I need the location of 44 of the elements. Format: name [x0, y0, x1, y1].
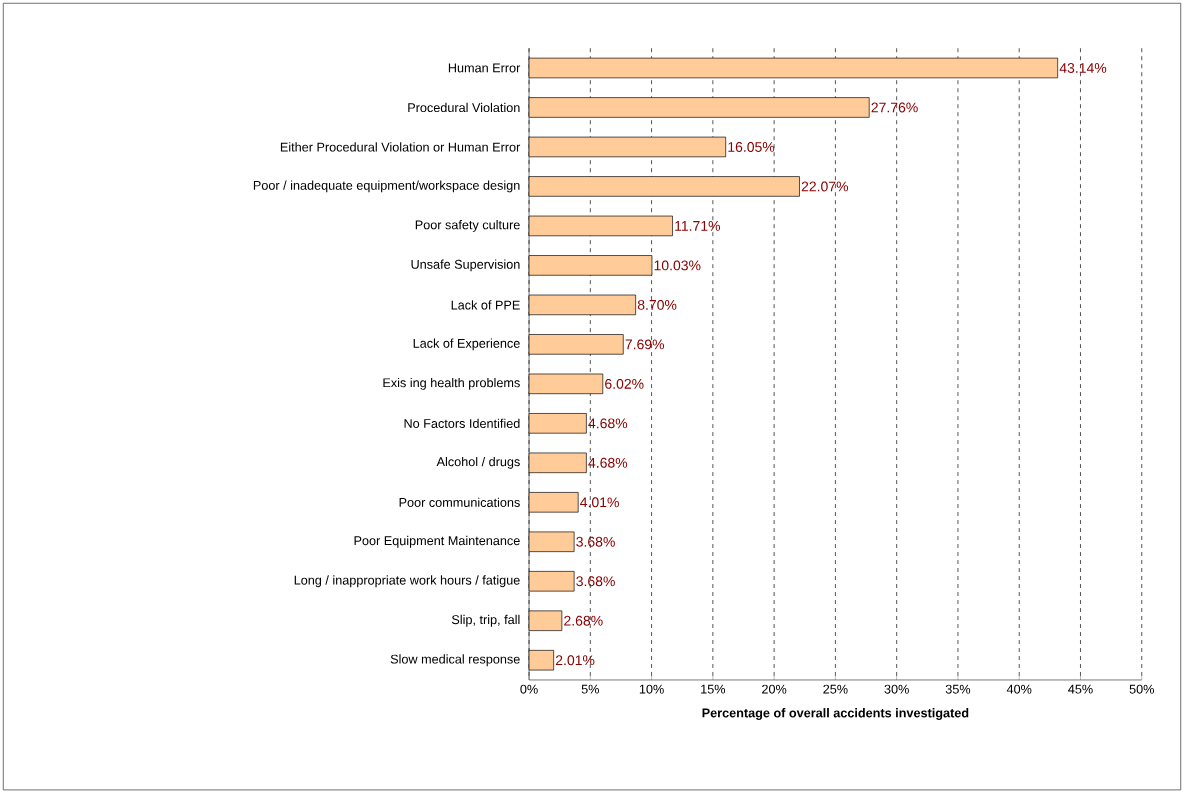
x-axis-title: Percentage of overall accidents investigated	[702, 708, 969, 720]
x-tick-label: 5%	[581, 684, 599, 694]
x-tick-label: 50%	[1129, 684, 1154, 694]
y-tick-label: Exis ing health problems	[383, 377, 520, 390]
y-tick-label: Lack of Experience	[413, 338, 520, 351]
data-label: 2.68%	[564, 615, 603, 626]
data-label: 10.03%	[654, 260, 701, 271]
x-tick-label: 10%	[639, 684, 664, 694]
x-tick-label: 20%	[762, 684, 787, 694]
x-tick-label: 35%	[945, 684, 971, 694]
data-label: 3.68%	[576, 576, 615, 587]
y-tick-label: Long / inappropriate work hours / fatigue	[294, 575, 520, 588]
x-tick-label: 25%	[823, 684, 848, 694]
x-tick-label: 0%	[520, 684, 538, 694]
y-tick-label: Poor Equipment Maintenance	[354, 535, 520, 548]
x-tick-label: 15%	[701, 684, 726, 694]
y-tick-label: Poor safety culture	[415, 219, 520, 232]
data-label: 2.01%	[555, 655, 595, 666]
x-tick-label: 30%	[884, 684, 909, 694]
data-label: 16.05%	[728, 141, 775, 152]
data-label: 3.68%	[576, 536, 615, 547]
y-tick-label: Slow medical response	[390, 654, 520, 667]
data-label: 4.68%	[588, 418, 628, 429]
y-tick-label: Procedural Violation	[408, 102, 520, 113]
y-tick-label: Either Procedural Violation or Human Error	[280, 142, 521, 152]
y-tick-label: Poor communications	[399, 497, 520, 507]
data-label: 22.07%	[801, 181, 849, 192]
data-label: 4.01%	[580, 497, 619, 508]
y-tick-label: Lack of PPE	[451, 300, 520, 310]
data-label: 11.71%	[675, 220, 721, 231]
data-label: 43.14%	[1059, 62, 1107, 73]
y-tick-label: No Factors Identified	[404, 418, 520, 428]
y-tick-label: Human Error	[448, 63, 521, 73]
data-label: 7.69%	[625, 339, 665, 350]
y-tick-label: Alcohol / drugs	[436, 456, 520, 469]
y-tick-label: Slip, trip, fall	[451, 614, 520, 627]
y-tick-label: Poor / inadequate equipment/workspace design	[253, 180, 520, 193]
data-label: 8.70%	[637, 299, 677, 310]
x-tick-label: 45%	[1068, 684, 1093, 694]
x-tick-label: 40%	[1006, 684, 1032, 694]
data-label: 6.02%	[605, 378, 644, 389]
data-label: 4.68%	[588, 457, 628, 468]
data-label: 27.76%	[871, 102, 918, 113]
y-tick-label: Unsafe Supervision	[411, 259, 520, 272]
